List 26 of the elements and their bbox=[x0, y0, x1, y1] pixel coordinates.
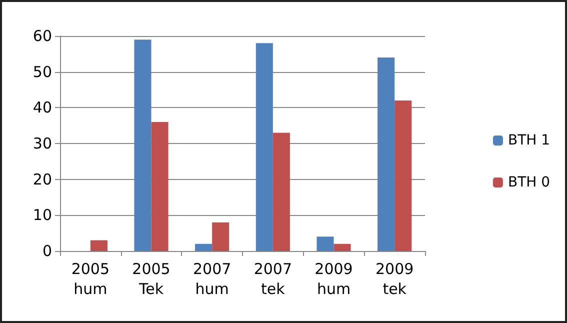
y-tick-label: 60 bbox=[32, 27, 52, 45]
x-tick-label: 2005 Tek bbox=[132, 260, 170, 298]
x-tick-label: 2009 hum bbox=[314, 260, 353, 298]
y-tick-label: 30 bbox=[32, 134, 52, 152]
y-tick-label: 10 bbox=[32, 206, 52, 224]
bar bbox=[334, 244, 351, 251]
x-tick-label: 2009 tek bbox=[375, 260, 414, 298]
legend-label: BTH 0 bbox=[508, 174, 550, 190]
y-tick-label: 40 bbox=[32, 98, 52, 117]
bar bbox=[212, 222, 230, 251]
y-tick-label: 0 bbox=[42, 242, 52, 260]
bar bbox=[316, 236, 334, 251]
bar bbox=[272, 132, 290, 251]
y-tick-label: 20 bbox=[32, 170, 52, 188]
x-tick-label: 2007 hum bbox=[192, 260, 232, 298]
bar bbox=[134, 40, 152, 251]
bar bbox=[90, 240, 108, 251]
bar bbox=[195, 244, 212, 251]
bar bbox=[378, 58, 395, 251]
x-tick-label: 2007 tek bbox=[254, 260, 292, 298]
bar bbox=[256, 43, 273, 251]
bar bbox=[151, 122, 168, 251]
y-tick-label: 50 bbox=[32, 62, 52, 81]
legend-label: BTH 1 bbox=[508, 132, 550, 148]
x-tick-label: 2005 hum bbox=[71, 260, 110, 298]
bar bbox=[394, 100, 412, 251]
